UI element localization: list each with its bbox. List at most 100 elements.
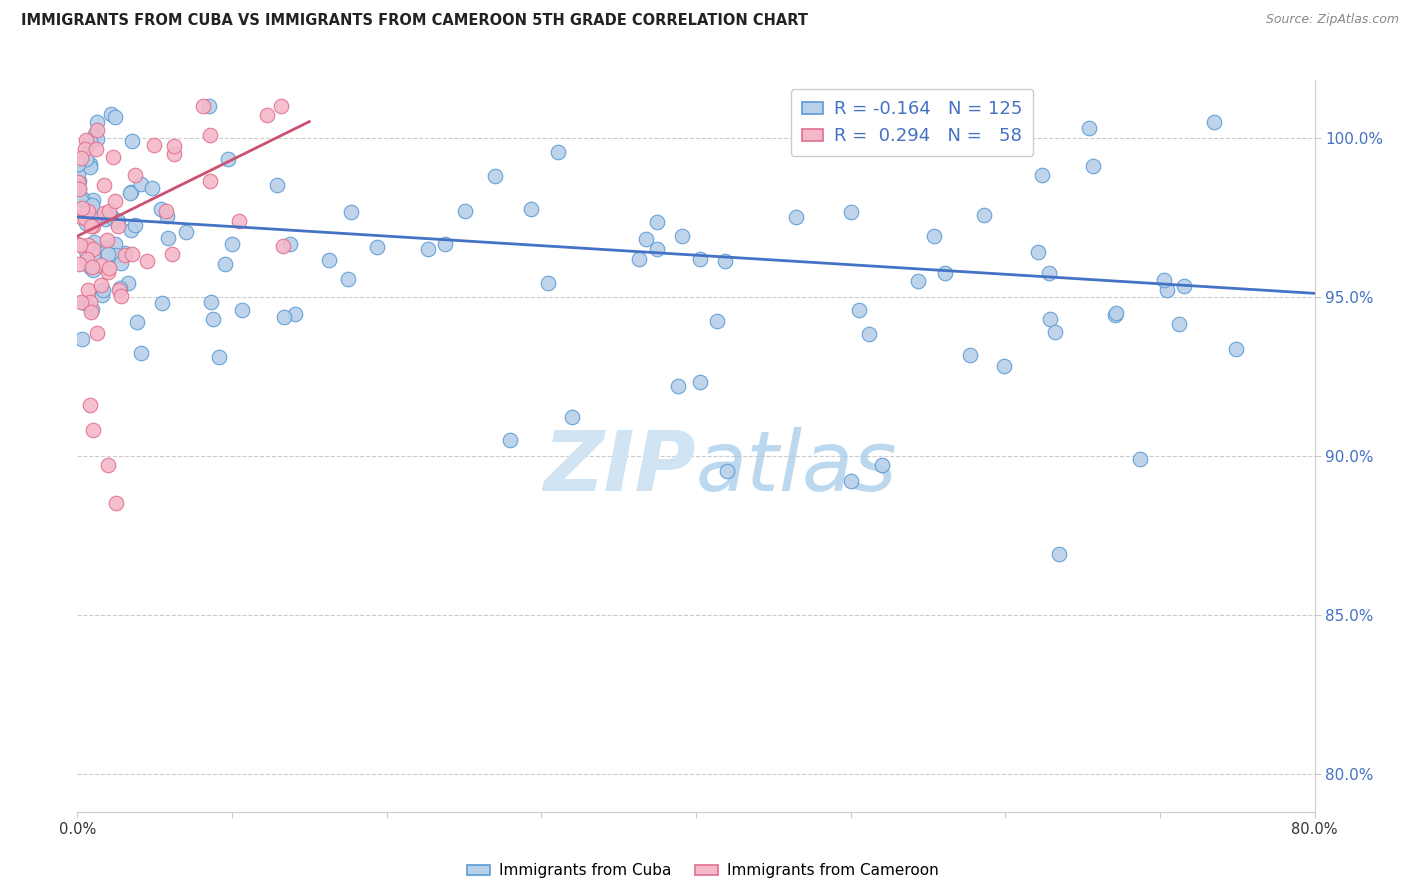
Point [67, 182, 90, 196]
Point [90, 258, 112, 272]
Point [84, 142, 107, 156]
Point [94, 212, 117, 227]
Point [124, 218, 146, 232]
Point [97, 247, 120, 261]
Point [76, 238, 98, 252]
Point [86, 115, 108, 129]
Point [107, 283, 129, 297]
Point [83, 235, 105, 249]
Point [69, 210, 91, 224]
Point [97, 458, 120, 472]
Point [150, 202, 173, 216]
Point [96, 233, 118, 247]
Point [66, 236, 89, 251]
Point [86, 326, 108, 341]
Point [94, 246, 117, 260]
Point [67, 167, 90, 181]
Point [627, 252, 650, 267]
Point [120, 185, 142, 199]
Point [231, 302, 253, 317]
Point [121, 134, 143, 148]
Point [76, 252, 98, 267]
Point [120, 223, 142, 237]
Point [94, 241, 117, 255]
Point [82, 194, 104, 208]
Point [214, 257, 236, 271]
Point [91, 288, 114, 302]
Point [79, 398, 101, 412]
Point [198, 174, 221, 188]
Point [104, 110, 127, 124]
Point [141, 181, 163, 195]
Point [76, 137, 98, 152]
Legend: Immigrants from Cuba, Immigrants from Cameroon: Immigrants from Cuba, Immigrants from Ca… [461, 857, 945, 884]
Point [174, 225, 197, 239]
Point [75, 133, 97, 147]
Point [208, 350, 231, 364]
Legend: R = -0.164   N = 125, R =  0.294   N =   58: R = -0.164 N = 125, R = 0.294 N = 58 [790, 89, 1033, 156]
Point [907, 274, 929, 288]
Point [84, 209, 107, 223]
Point [266, 178, 288, 192]
Point [1156, 283, 1178, 297]
Point [959, 348, 981, 362]
Point [75, 152, 97, 166]
Point [83, 128, 105, 142]
Point [1173, 279, 1195, 293]
Point [271, 239, 294, 253]
Point [339, 204, 361, 219]
Point [193, 99, 215, 113]
Point [82, 263, 104, 277]
Point [1049, 547, 1071, 561]
Point [1081, 159, 1104, 173]
Text: atlas: atlas [696, 427, 897, 508]
Point [77, 204, 100, 219]
Point [105, 496, 128, 510]
Point [785, 210, 807, 224]
Point [82, 240, 104, 254]
Point [156, 209, 179, 223]
Point [671, 228, 693, 243]
Point [79, 160, 101, 174]
Point [454, 204, 477, 219]
Point [124, 168, 146, 182]
Point [839, 204, 862, 219]
Point [155, 204, 177, 219]
Point [1204, 114, 1226, 128]
Point [80, 305, 103, 319]
Point [284, 307, 307, 321]
Point [86, 123, 108, 137]
Point [645, 215, 668, 229]
Point [848, 303, 870, 318]
Point [75, 216, 97, 230]
Point [716, 465, 738, 479]
Point [689, 375, 711, 389]
Point [69, 238, 91, 252]
Point [127, 315, 149, 329]
Point [70, 191, 93, 205]
Point [1039, 312, 1062, 326]
Point [200, 295, 222, 310]
Point [117, 276, 139, 290]
Point [129, 178, 152, 192]
Point [100, 107, 122, 121]
Point [418, 242, 440, 256]
Point [156, 230, 179, 244]
Point [1225, 343, 1247, 357]
Point [273, 310, 295, 324]
Point [256, 108, 278, 122]
Point [67, 157, 90, 171]
Point [135, 253, 157, 268]
Point [922, 228, 945, 243]
Point [101, 150, 124, 164]
Point [104, 247, 127, 261]
Point [77, 284, 100, 298]
Point [645, 242, 668, 256]
Point [79, 134, 101, 148]
Point [217, 153, 239, 167]
Point [75, 296, 97, 310]
Point [82, 248, 104, 262]
Point [129, 346, 152, 360]
Point [73, 142, 96, 156]
Point [706, 314, 728, 328]
